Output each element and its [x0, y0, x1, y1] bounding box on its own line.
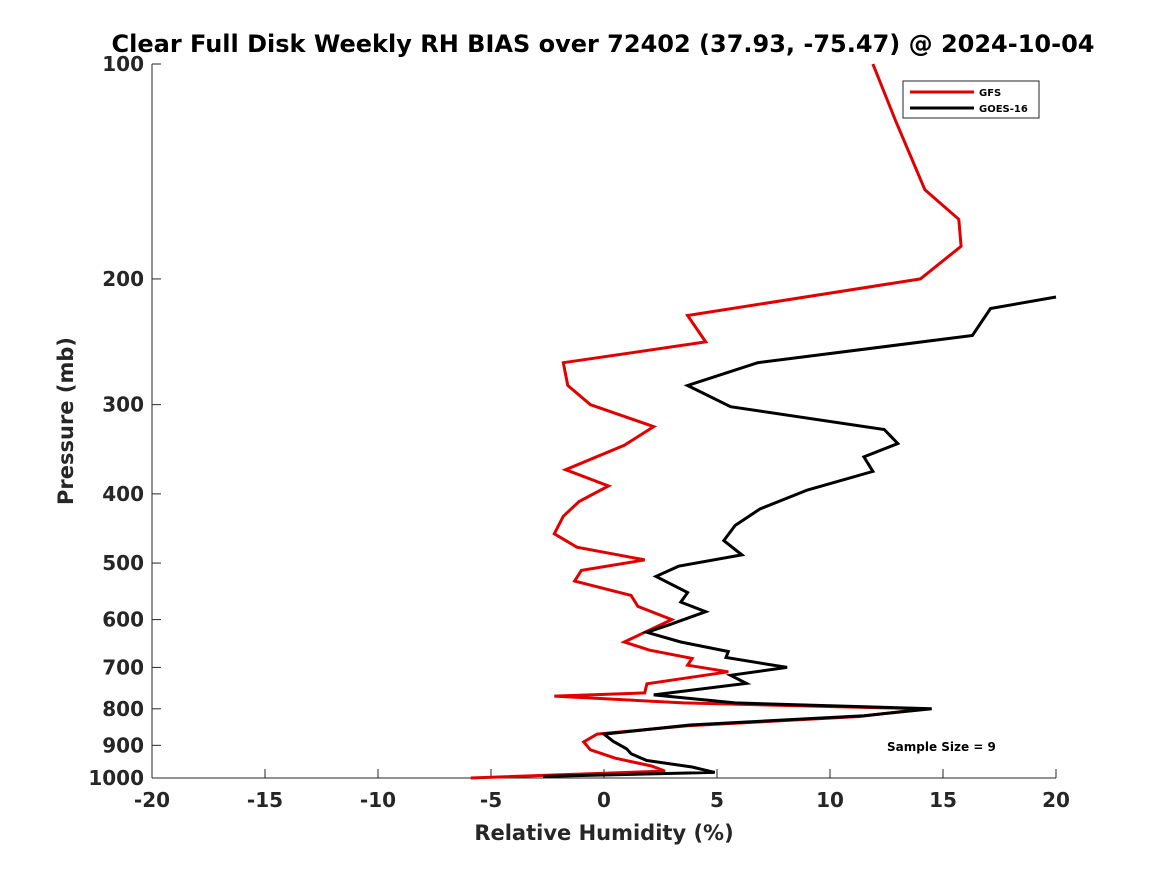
chart-title: Clear Full Disk Weekly RH BIAS over 7240… — [112, 30, 1095, 58]
x-tick-label: -20 — [134, 788, 170, 812]
x-tick-label: 10 — [816, 788, 844, 812]
x-tick-label: 5 — [710, 788, 724, 812]
legend-label-gfs: GFS — [979, 88, 1001, 99]
y-tick-label: 500 — [102, 551, 144, 575]
y-tick-label: 800 — [102, 697, 144, 721]
series-line-goes-16 — [542, 295, 1057, 778]
y-axis-label: Pressure (mb) — [54, 337, 78, 505]
x-axis-ticks: -20 -15 -10 -5 0 5 10 15 20 — [134, 769, 1070, 812]
series-lines — [470, 63, 1057, 780]
y-tick-label: 900 — [102, 733, 144, 757]
y-axis-ticks: 100 200 300 400 500 600 700 800 900 1000 — [88, 52, 161, 790]
y-tick-label: 1000 — [88, 766, 144, 790]
plot-area — [151, 64, 1056, 779]
x-tick-label: -5 — [480, 788, 502, 812]
x-tick-label: 15 — [929, 788, 957, 812]
y-tick-label: 700 — [102, 655, 144, 679]
x-tick-label: -15 — [247, 788, 283, 812]
x-tick-label: -10 — [360, 788, 396, 812]
legend-label-goes16: GOES-16 — [979, 104, 1028, 115]
x-tick-label: 0 — [597, 788, 611, 812]
legend-box — [902, 80, 1040, 119]
y-tick-label: 300 — [102, 393, 144, 417]
legend: GFS GOES-16 — [902, 80, 1040, 119]
y-tick-label: 200 — [102, 267, 144, 291]
sample-size-annotation: Sample Size = 9 — [887, 740, 996, 754]
y-tick-label: 600 — [102, 608, 144, 632]
x-axis-label: Relative Humidity (%) — [474, 821, 733, 845]
x-tick-label: 20 — [1042, 788, 1070, 812]
plot-background — [152, 64, 1056, 778]
y-tick-label: 400 — [102, 482, 144, 506]
y-tick-label: 100 — [102, 52, 144, 76]
